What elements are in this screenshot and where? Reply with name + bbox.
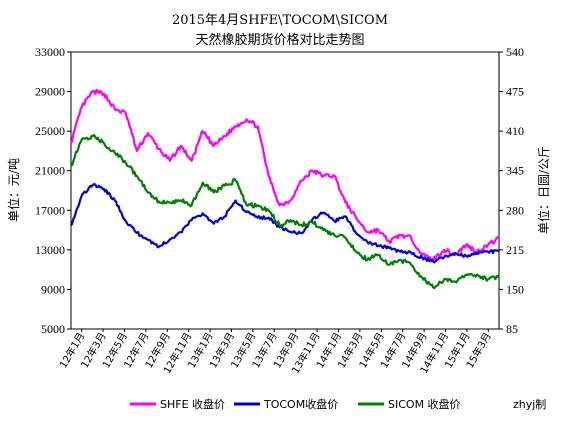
legend: SHFE 收盘价 TOCOM收盘价 SICOM 收盘价 [130, 397, 461, 411]
left-tick-label: 17000 [35, 203, 65, 217]
right-tick-label: 475 [506, 85, 524, 99]
right-axis: 85 150 215 280 345 410 475 540 [499, 45, 524, 336]
legend-label: SICOM 收盘价 [388, 397, 461, 411]
right-tick-label: 410 [506, 124, 524, 138]
left-tick-label: 21000 [35, 164, 65, 178]
left-tick-label: 25000 [35, 124, 65, 138]
left-tick-label: 9000 [41, 282, 65, 296]
legend-label: SHFE 收盘价 [160, 397, 225, 411]
right-axis-label: 单位：日圆/公斤 [536, 146, 551, 234]
chart-subtitle: 天然橡胶期货价格对比走势图 [195, 32, 364, 48]
watermark: zhyj制 [513, 398, 546, 411]
right-tick-label: 150 [506, 282, 524, 296]
left-tick-label: 5000 [41, 322, 65, 336]
right-tick-label: 215 [506, 243, 524, 257]
left-axis-label: 单位：元/吨 [6, 158, 21, 222]
x-axis: 12年1月12年3月12年5月12年7月12年9月12年11月13年1月13年3… [56, 329, 494, 376]
left-axis: 5000 9000 13000 17000 21000 25000 29000 33000 [35, 45, 71, 336]
right-tick-label: 85 [506, 322, 518, 336]
legend-label: TOCOM收盘价 [263, 397, 338, 411]
right-tick-label: 280 [506, 203, 524, 217]
series-line-sicom [70, 133, 500, 290]
right-tick-label: 540 [506, 45, 524, 59]
chart-title: 2015年4月SHFE\TOCOM\SICOM [172, 13, 388, 28]
left-tick-label: 33000 [35, 45, 65, 59]
series-layer [70, 89, 500, 290]
left-tick-label: 29000 [35, 85, 65, 99]
right-tick-label: 345 [506, 164, 524, 178]
plot-frame [70, 51, 500, 330]
series-line-tocom [70, 183, 500, 264]
series-line-shfe [70, 89, 500, 263]
left-tick-label: 13000 [35, 243, 65, 257]
